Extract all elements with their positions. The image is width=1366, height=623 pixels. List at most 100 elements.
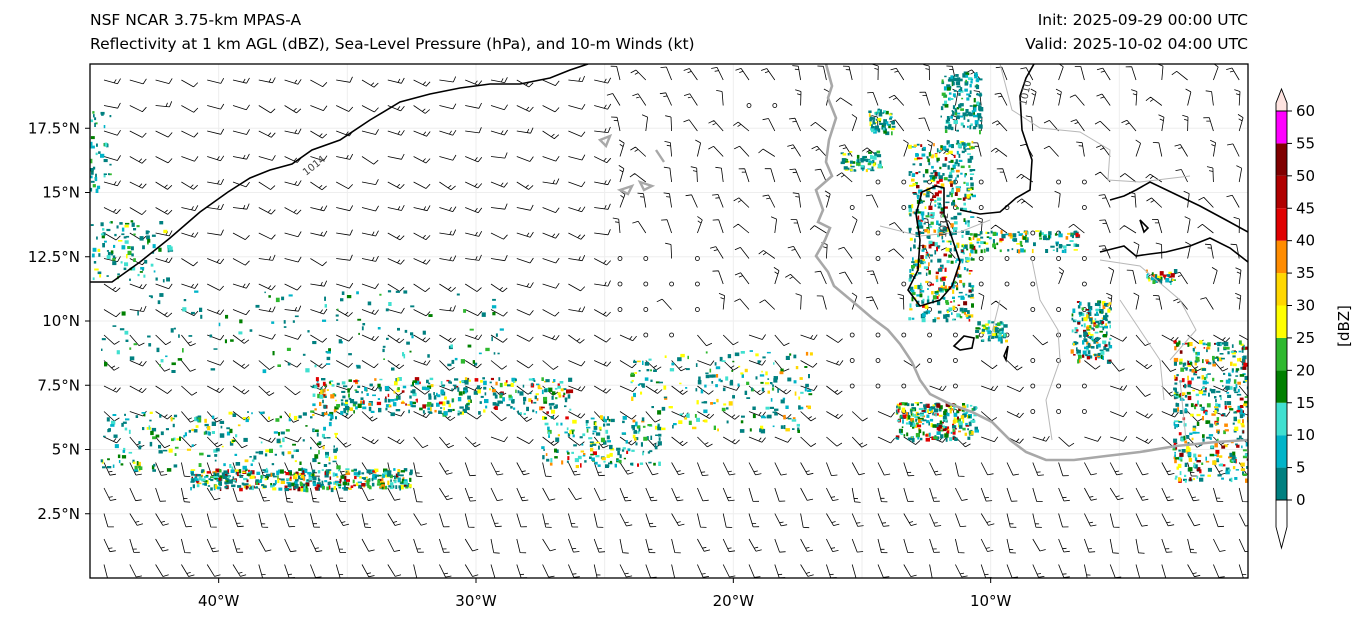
reflectivity-cell bbox=[718, 378, 721, 382]
reflectivity-cell bbox=[452, 408, 455, 411]
reflectivity-cell bbox=[884, 121, 889, 125]
reflectivity-cell bbox=[428, 412, 433, 414]
reflectivity-cell bbox=[127, 250, 132, 256]
reflectivity-cell bbox=[940, 429, 944, 432]
reflectivity-cell bbox=[384, 386, 390, 390]
reflectivity-cell bbox=[384, 485, 388, 490]
reflectivity-cell bbox=[787, 377, 792, 382]
reflectivity-cell bbox=[451, 388, 453, 391]
reflectivity-cell bbox=[1178, 421, 1183, 423]
reflectivity-cell bbox=[1192, 427, 1196, 431]
reflectivity-cell bbox=[1241, 437, 1244, 441]
reflectivity-cell bbox=[952, 318, 955, 321]
reflectivity-cell bbox=[937, 172, 941, 176]
reflectivity-cell bbox=[372, 470, 375, 473]
reflectivity-cell bbox=[883, 128, 887, 131]
reflectivity-cell bbox=[943, 420, 945, 422]
reflectivity-cell bbox=[1058, 233, 1063, 238]
reflectivity-cell bbox=[1231, 370, 1234, 373]
reflectivity-cell bbox=[324, 304, 327, 308]
reflectivity-cell bbox=[1108, 341, 1111, 346]
reflectivity-cell bbox=[911, 178, 915, 182]
reflectivity-cell bbox=[1234, 391, 1239, 394]
reflectivity-cell bbox=[759, 428, 762, 433]
reflectivity-cell bbox=[1233, 460, 1236, 463]
reflectivity-cell bbox=[191, 472, 194, 476]
reflectivity-cell bbox=[150, 430, 154, 436]
reflectivity-cell bbox=[642, 425, 646, 428]
reflectivity-cell bbox=[225, 314, 229, 319]
reflectivity-cell bbox=[243, 477, 248, 481]
reflectivity-cell bbox=[963, 297, 965, 300]
reflectivity-cell bbox=[358, 484, 362, 489]
reflectivity-cell bbox=[926, 299, 930, 304]
reflectivity-cell bbox=[928, 408, 932, 412]
reflectivity-cell bbox=[971, 194, 976, 198]
reflectivity-cell bbox=[705, 374, 710, 379]
reflectivity-cell bbox=[872, 155, 877, 160]
reflectivity-cell bbox=[959, 115, 964, 118]
reflectivity-cell bbox=[357, 471, 361, 475]
reflectivity-cell bbox=[1242, 344, 1245, 349]
reflectivity-cell bbox=[334, 455, 337, 460]
reflectivity-cell bbox=[273, 431, 278, 434]
reflectivity-cell bbox=[1087, 350, 1091, 354]
reflectivity-cell bbox=[1187, 364, 1192, 367]
reflectivity-cell bbox=[375, 474, 379, 477]
reflectivity-cell bbox=[355, 390, 359, 393]
reflectivity-cell bbox=[969, 155, 974, 160]
colorbar-bin bbox=[1276, 175, 1287, 209]
reflectivity-cell bbox=[323, 405, 327, 409]
reflectivity-cell bbox=[969, 270, 973, 272]
reflectivity-cell bbox=[1070, 349, 1074, 354]
reflectivity-cell bbox=[964, 74, 969, 78]
reflectivity-cell bbox=[1225, 467, 1230, 471]
reflectivity-cell bbox=[686, 413, 690, 418]
reflectivity-cell bbox=[112, 258, 116, 261]
reflectivity-cell bbox=[1236, 393, 1242, 396]
reflectivity-cell bbox=[356, 365, 361, 369]
reflectivity-cell bbox=[973, 406, 976, 411]
reflectivity-cell bbox=[574, 458, 579, 463]
reflectivity-cell bbox=[515, 389, 517, 393]
reflectivity-cell bbox=[305, 425, 308, 427]
reflectivity-cell bbox=[929, 283, 934, 286]
reflectivity-cell bbox=[917, 416, 920, 421]
reflectivity-cell bbox=[255, 486, 258, 489]
reflectivity-cell bbox=[466, 403, 470, 405]
reflectivity-cell bbox=[938, 414, 943, 417]
reflectivity-cell bbox=[396, 377, 400, 382]
reflectivity-cell bbox=[323, 426, 326, 431]
reflectivity-cell bbox=[422, 330, 426, 335]
reflectivity-cell bbox=[979, 78, 983, 81]
reflectivity-cell bbox=[330, 415, 334, 420]
reflectivity-cell bbox=[869, 121, 872, 127]
reflectivity-cell bbox=[95, 122, 98, 125]
reflectivity-cell bbox=[917, 300, 920, 303]
reflectivity-cell bbox=[322, 445, 325, 450]
reflectivity-cell bbox=[923, 222, 926, 225]
reflectivity-cell bbox=[937, 229, 940, 234]
reflectivity-cell bbox=[720, 379, 723, 383]
calm-wind-marker bbox=[695, 256, 700, 261]
reflectivity-cell bbox=[950, 260, 954, 264]
reflectivity-cell bbox=[1232, 351, 1237, 353]
reflectivity-cell bbox=[970, 193, 973, 196]
reflectivity-cell bbox=[871, 130, 876, 133]
reflectivity-cell bbox=[1242, 473, 1247, 476]
reflectivity-cell bbox=[557, 385, 561, 389]
reflectivity-cell bbox=[113, 244, 116, 248]
reflectivity-cell bbox=[889, 116, 893, 119]
reflectivity-cell bbox=[960, 122, 964, 126]
reflectivity-cell bbox=[1188, 457, 1193, 462]
reflectivity-cell bbox=[320, 387, 323, 389]
reflectivity-cell bbox=[1077, 359, 1080, 364]
reflectivity-cell bbox=[90, 187, 93, 192]
reflectivity-cell bbox=[634, 424, 638, 427]
reflectivity-cell bbox=[869, 115, 872, 119]
reflectivity-cell bbox=[1187, 375, 1189, 381]
reflectivity-cell bbox=[729, 381, 734, 386]
reflectivity-cell bbox=[162, 279, 165, 283]
reflectivity-cell bbox=[582, 454, 586, 457]
reflectivity-cell bbox=[1209, 453, 1215, 457]
